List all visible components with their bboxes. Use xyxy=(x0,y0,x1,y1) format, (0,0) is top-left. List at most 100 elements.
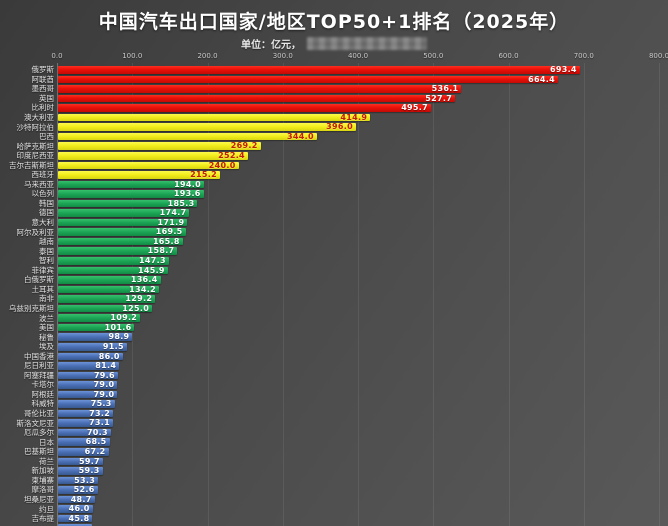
country-label: 坦桑尼亚 xyxy=(24,494,54,504)
country-label: 阿尔及利亚 xyxy=(16,227,55,237)
country-label: 日本 xyxy=(39,437,54,447)
gridline xyxy=(659,63,660,526)
bar-value-label: 98.9 xyxy=(108,332,130,342)
country-label: 斯洛文尼亚 xyxy=(16,418,55,428)
bar: 158.7 xyxy=(58,246,178,256)
bar-value-label: 59.7 xyxy=(78,456,100,466)
bar: 527.7 xyxy=(58,94,456,103)
bar: 664.4 xyxy=(58,75,558,84)
bar-value-label: 158.7 xyxy=(147,246,175,256)
bar-value-label: 193.6 xyxy=(173,189,201,199)
country-label: 卡塔尔 xyxy=(31,380,55,390)
bar: 73.2 xyxy=(58,408,114,418)
country-label: 新加坡 xyxy=(31,466,55,476)
unit-label: 单位：亿元， xyxy=(241,40,301,51)
country-label: 西班牙 xyxy=(31,170,55,180)
country-label: 澳大利亚 xyxy=(24,112,54,122)
bar: 75.3 xyxy=(58,400,115,408)
bar: 215.2 xyxy=(58,171,220,179)
bar: 59.3 xyxy=(58,467,103,475)
x-tick-label: 800.0 xyxy=(648,52,668,60)
x-tick-label: 600.0 xyxy=(498,52,519,60)
bar-value-label: 79.0 xyxy=(93,389,115,399)
bar: 48.7 xyxy=(58,495,95,504)
country-label: 墨西哥 xyxy=(31,84,55,94)
x-tick-label: 400.0 xyxy=(347,52,369,60)
country-label: 巴基斯坦 xyxy=(24,447,54,457)
bar-value-label: 194.0 xyxy=(174,179,201,189)
bar: 185.3 xyxy=(58,198,198,208)
bar: 79.0 xyxy=(58,389,118,399)
country-label: 柬埔寨 xyxy=(31,475,55,485)
country-label: 巴西 xyxy=(39,132,54,142)
country-label: 哈萨克斯坦 xyxy=(16,141,55,151)
bar-value-label: 81.4 xyxy=(95,361,117,371)
bar-value-label: 165.8 xyxy=(152,236,180,246)
country-label: 韩国 xyxy=(39,198,54,208)
x-tick-label: 500.0 xyxy=(423,52,444,60)
bar-value-label: 46.0 xyxy=(68,504,90,514)
bar: 174.7 xyxy=(58,209,190,217)
country-label: 白俄罗斯 xyxy=(24,275,54,285)
gridline xyxy=(132,63,134,526)
bar: 693.4 xyxy=(58,66,580,74)
bar-value-label: 109.2 xyxy=(110,313,138,323)
bar-value-label: 73.1 xyxy=(89,418,110,428)
bar: 344.0 xyxy=(58,133,317,141)
bar-value-label: 53.3 xyxy=(74,475,96,485)
chart-title: 中国汽车出口国家/地区TOP50+1排名（2025年） xyxy=(98,11,570,33)
bar-value-label: 45.8 xyxy=(68,513,90,523)
bar: 68.5 xyxy=(58,438,110,447)
bar-value-label: 536.1 xyxy=(431,84,459,94)
bar: 396.0 xyxy=(58,123,356,131)
bar: 52.6 xyxy=(58,486,98,494)
bar-value-label: 495.7 xyxy=(401,103,428,113)
bar-value-label: 185.3 xyxy=(167,198,195,208)
bar: 495.7 xyxy=(58,104,431,112)
bar: 70.3 xyxy=(58,429,111,437)
bar-value-label: 171.9 xyxy=(157,217,185,227)
country-label: 吉尔吉斯斯坦 xyxy=(9,160,54,170)
country-label: 马来西亚 xyxy=(24,179,54,189)
bar-value-label: 129.2 xyxy=(125,294,153,304)
country-label: 约旦 xyxy=(39,504,54,514)
bar: 240.0 xyxy=(58,161,239,170)
x-tick-label: 0.0 xyxy=(51,52,63,60)
country-label: 菲律宾 xyxy=(31,265,55,275)
country-label: 阿联酋 xyxy=(31,74,55,84)
bar-value-label: 396.0 xyxy=(326,122,353,132)
bar-value-label: 79.6 xyxy=(93,370,115,380)
bar-value-label: 86.0 xyxy=(98,351,120,361)
bar-value-label: 125.0 xyxy=(122,303,150,313)
x-tick-label: 300.0 xyxy=(272,52,293,60)
bar-value-label: 147.3 xyxy=(139,256,166,265)
gridline xyxy=(57,63,58,526)
bar-value-label: 134.2 xyxy=(129,284,156,294)
gridline xyxy=(508,63,510,526)
country-label: 越南 xyxy=(39,237,54,247)
bar-value-label: 70.3 xyxy=(86,427,108,437)
bar-value-label: 101.6 xyxy=(104,322,132,332)
x-tick-label: 700.0 xyxy=(573,52,594,60)
country-label: 德国 xyxy=(39,208,54,218)
bar: 98.9 xyxy=(58,332,133,342)
bar-value-label: 145.9 xyxy=(137,265,165,275)
bar: 79.0 xyxy=(58,381,118,389)
country-label: 波兰 xyxy=(39,313,54,323)
country-label: 英国 xyxy=(39,93,54,103)
gridline xyxy=(358,63,359,526)
blurred-watermark xyxy=(307,37,427,50)
bar: 59.7 xyxy=(58,456,103,466)
y-axis-line xyxy=(57,63,58,526)
bar: 145.9 xyxy=(58,265,168,275)
bar-value-label: 59.3 xyxy=(78,466,100,476)
bar: 129.2 xyxy=(58,294,156,304)
bar: 45.8 xyxy=(58,513,93,523)
country-label: 乌兹别克斯坦 xyxy=(9,303,54,313)
bar-value-label: 67.2 xyxy=(84,447,106,456)
x-tick-label: 200.0 xyxy=(197,52,218,60)
country-label: 尼日利亚 xyxy=(24,361,54,371)
bar-value-label: 73.2 xyxy=(89,408,111,418)
bar-value-label: 75.3 xyxy=(90,399,112,409)
bar: 147.3 xyxy=(58,257,169,265)
